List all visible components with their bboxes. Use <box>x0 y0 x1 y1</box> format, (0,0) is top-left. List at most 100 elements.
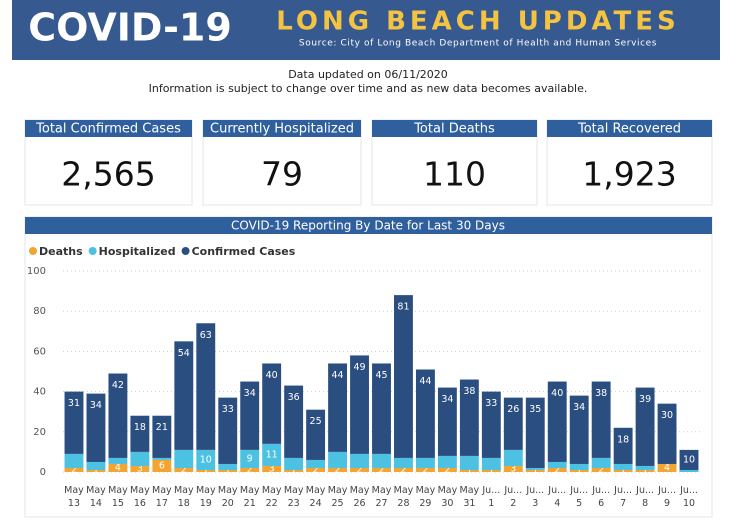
data-label: 30 <box>661 410 673 421</box>
data-label: 2 <box>181 464 187 475</box>
x-tick-label: Ju... 6 <box>591 485 610 509</box>
data-label: 33 <box>485 398 497 409</box>
bar-segment <box>262 443 282 466</box>
y-tick-label: 20 <box>33 427 46 438</box>
data-label: 18 <box>134 422 146 433</box>
legend-label: Hospitalized <box>99 245 176 258</box>
x-tick-label: Ju... 4 <box>547 485 566 509</box>
data-label: 49 <box>353 362 365 373</box>
bar-segment <box>152 457 172 460</box>
bar-segment <box>174 467 194 472</box>
stat-card-header <box>372 120 537 137</box>
bar-segment <box>350 467 369 472</box>
data-label: 1 <box>203 465 209 476</box>
stat-label: Currently Hospitalized <box>210 122 354 137</box>
bar-segment <box>108 463 128 472</box>
stat-value: 1,923 <box>582 155 676 194</box>
x-tick-label: Ju... 2 <box>503 485 522 509</box>
bar-segment <box>108 373 128 458</box>
x-tick-label: May 27 <box>372 485 392 509</box>
bar-segment <box>152 415 172 458</box>
bar-segment <box>328 451 348 468</box>
data-label: 38 <box>463 386 475 397</box>
bar-segment <box>547 467 567 472</box>
bar-segment <box>196 323 216 450</box>
bar-segment <box>262 363 282 444</box>
disclaimer: Information is subject to change over ti… <box>149 82 588 95</box>
x-tick-label: May 17 <box>152 485 172 509</box>
bar-segment <box>459 455 479 470</box>
bar-segment <box>86 469 106 472</box>
bar-segment <box>240 449 260 468</box>
x-tick-label: May 29 <box>416 485 436 509</box>
bar-segment <box>569 469 589 472</box>
chart-title: COVID-19 Reporting By Date for Last 30 D… <box>231 219 505 233</box>
x-tick-label: May 28 <box>394 485 414 509</box>
bar-segment <box>64 453 84 468</box>
data-label: 18 <box>617 434 629 445</box>
data-label: 9 <box>247 453 253 464</box>
bar-segment <box>328 467 348 472</box>
data-label: 45 <box>375 370 387 381</box>
x-tick-label: May 25 <box>328 485 348 509</box>
bar-segment <box>503 449 523 466</box>
data-label: 81 <box>397 302 409 313</box>
x-tick-label: May 19 <box>196 485 216 509</box>
bar-segment <box>503 465 523 472</box>
bar-segment <box>481 457 501 470</box>
x-tick-label: Ju... 8 <box>635 485 654 509</box>
data-label: 2 <box>554 464 560 475</box>
bar-segment <box>657 463 677 472</box>
bar-segment <box>130 465 150 472</box>
bar-segment <box>525 469 545 472</box>
x-tick-label: May 16 <box>130 485 150 509</box>
bar-segment <box>86 393 106 462</box>
data-label: 2 <box>71 464 77 475</box>
data-label: 1 <box>488 465 494 476</box>
bar-segment <box>415 369 435 458</box>
legend-swatch <box>181 247 190 255</box>
data-label: 1 <box>642 465 648 476</box>
x-tick-label: May 23 <box>284 485 304 509</box>
bar-segment <box>284 385 304 458</box>
legend-swatch <box>29 247 37 255</box>
stat-value: 79 <box>261 155 303 194</box>
data-label: 34 <box>573 402 585 413</box>
bar-segment <box>196 469 216 472</box>
bar-segment <box>415 467 435 472</box>
legend-label: Confirmed Cases <box>192 245 296 258</box>
bar-segment <box>635 465 655 470</box>
data-label: 3 <box>269 463 275 474</box>
data-label: 54 <box>178 348 190 359</box>
data-label: 26 <box>507 404 519 415</box>
bar-segment <box>613 427 633 464</box>
bar-segment <box>503 397 523 450</box>
bar-segment <box>372 363 391 454</box>
x-tick-label: Ju... 3 <box>525 485 544 509</box>
bar-segment <box>525 397 545 468</box>
bar-segment <box>240 381 260 450</box>
data-label: 3 <box>137 463 143 474</box>
stat-label: Total Deaths <box>413 122 495 137</box>
x-tick-label: Ju... 10 <box>679 485 698 509</box>
data-label: 31 <box>68 398 80 409</box>
x-tick-label: May 30 <box>438 485 458 509</box>
x-tick-label: May 13 <box>64 485 84 509</box>
bar-segment <box>372 453 391 468</box>
x-tick-label: May 22 <box>262 485 282 509</box>
bar-segment <box>240 467 260 472</box>
header-source: Source: City of Long Beach Department of… <box>299 39 657 49</box>
bar-segment <box>459 469 479 472</box>
bar-segment <box>174 341 194 450</box>
legend-label: Deaths <box>39 245 83 258</box>
bar-segment <box>306 409 326 460</box>
bar-segment <box>130 415 150 452</box>
x-tick-label: Ju... 9 <box>657 485 676 509</box>
x-tick-label: Ju... 1 <box>481 485 500 509</box>
bar-segment <box>350 355 369 454</box>
stat-label: Total Recovered <box>577 122 681 137</box>
bar-segment <box>679 449 699 470</box>
bar-segment <box>569 463 589 470</box>
data-label: 1 <box>532 465 538 476</box>
